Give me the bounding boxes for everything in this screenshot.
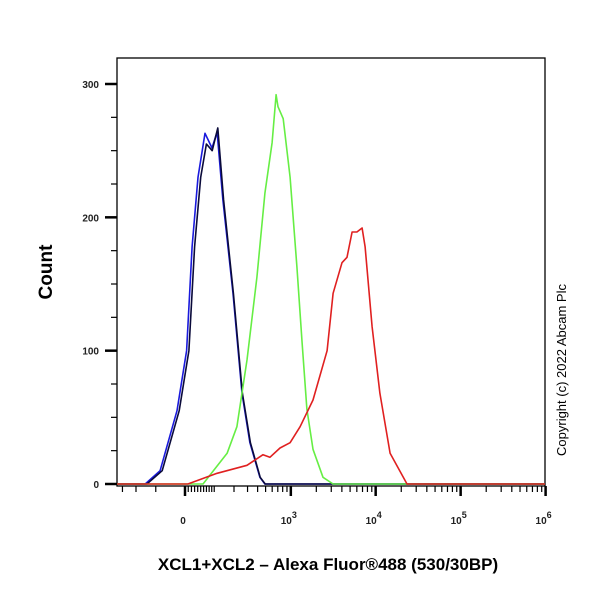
x-tick-label: 103 bbox=[281, 510, 297, 527]
series-line-3 bbox=[117, 227, 545, 485]
x-tick-base: 10 bbox=[366, 516, 378, 527]
x-tick-exponent: 6 bbox=[547, 510, 552, 520]
plot-frame bbox=[116, 57, 546, 487]
x-tick-label: 106 bbox=[536, 510, 552, 527]
y-tick-label: 300 bbox=[82, 80, 99, 91]
x-tick-base: 10 bbox=[536, 516, 548, 527]
y-axis: 0 100 200 300 bbox=[82, 80, 117, 491]
x-tick-exponent: 5 bbox=[462, 510, 467, 520]
x-tick-label: 0 bbox=[180, 516, 186, 527]
x-tick-label: 105 bbox=[451, 510, 467, 527]
y-axis-title: Count bbox=[36, 244, 57, 300]
plot-area bbox=[116, 57, 546, 487]
y-tick-label: 200 bbox=[82, 213, 99, 224]
x-tick-exponent: 3 bbox=[292, 510, 297, 520]
x-tick-base: 0 bbox=[180, 516, 186, 527]
y-tick-label: 0 bbox=[93, 480, 99, 491]
x-tick-exponent: 4 bbox=[377, 510, 382, 520]
series-line-1 bbox=[117, 127, 545, 485]
x-tick-base: 10 bbox=[281, 516, 293, 527]
x-tick-label: 104 bbox=[366, 510, 382, 527]
series-line-2 bbox=[117, 93, 545, 485]
copyright-text: Copyright (c) 2022 Abcam Plc bbox=[554, 284, 569, 456]
x-axis-title: XCL1+XCL2 – Alexa Fluor®488 (530/30BP) bbox=[158, 555, 498, 574]
y-tick-label: 100 bbox=[82, 347, 99, 358]
x-tick-base: 10 bbox=[451, 516, 463, 527]
